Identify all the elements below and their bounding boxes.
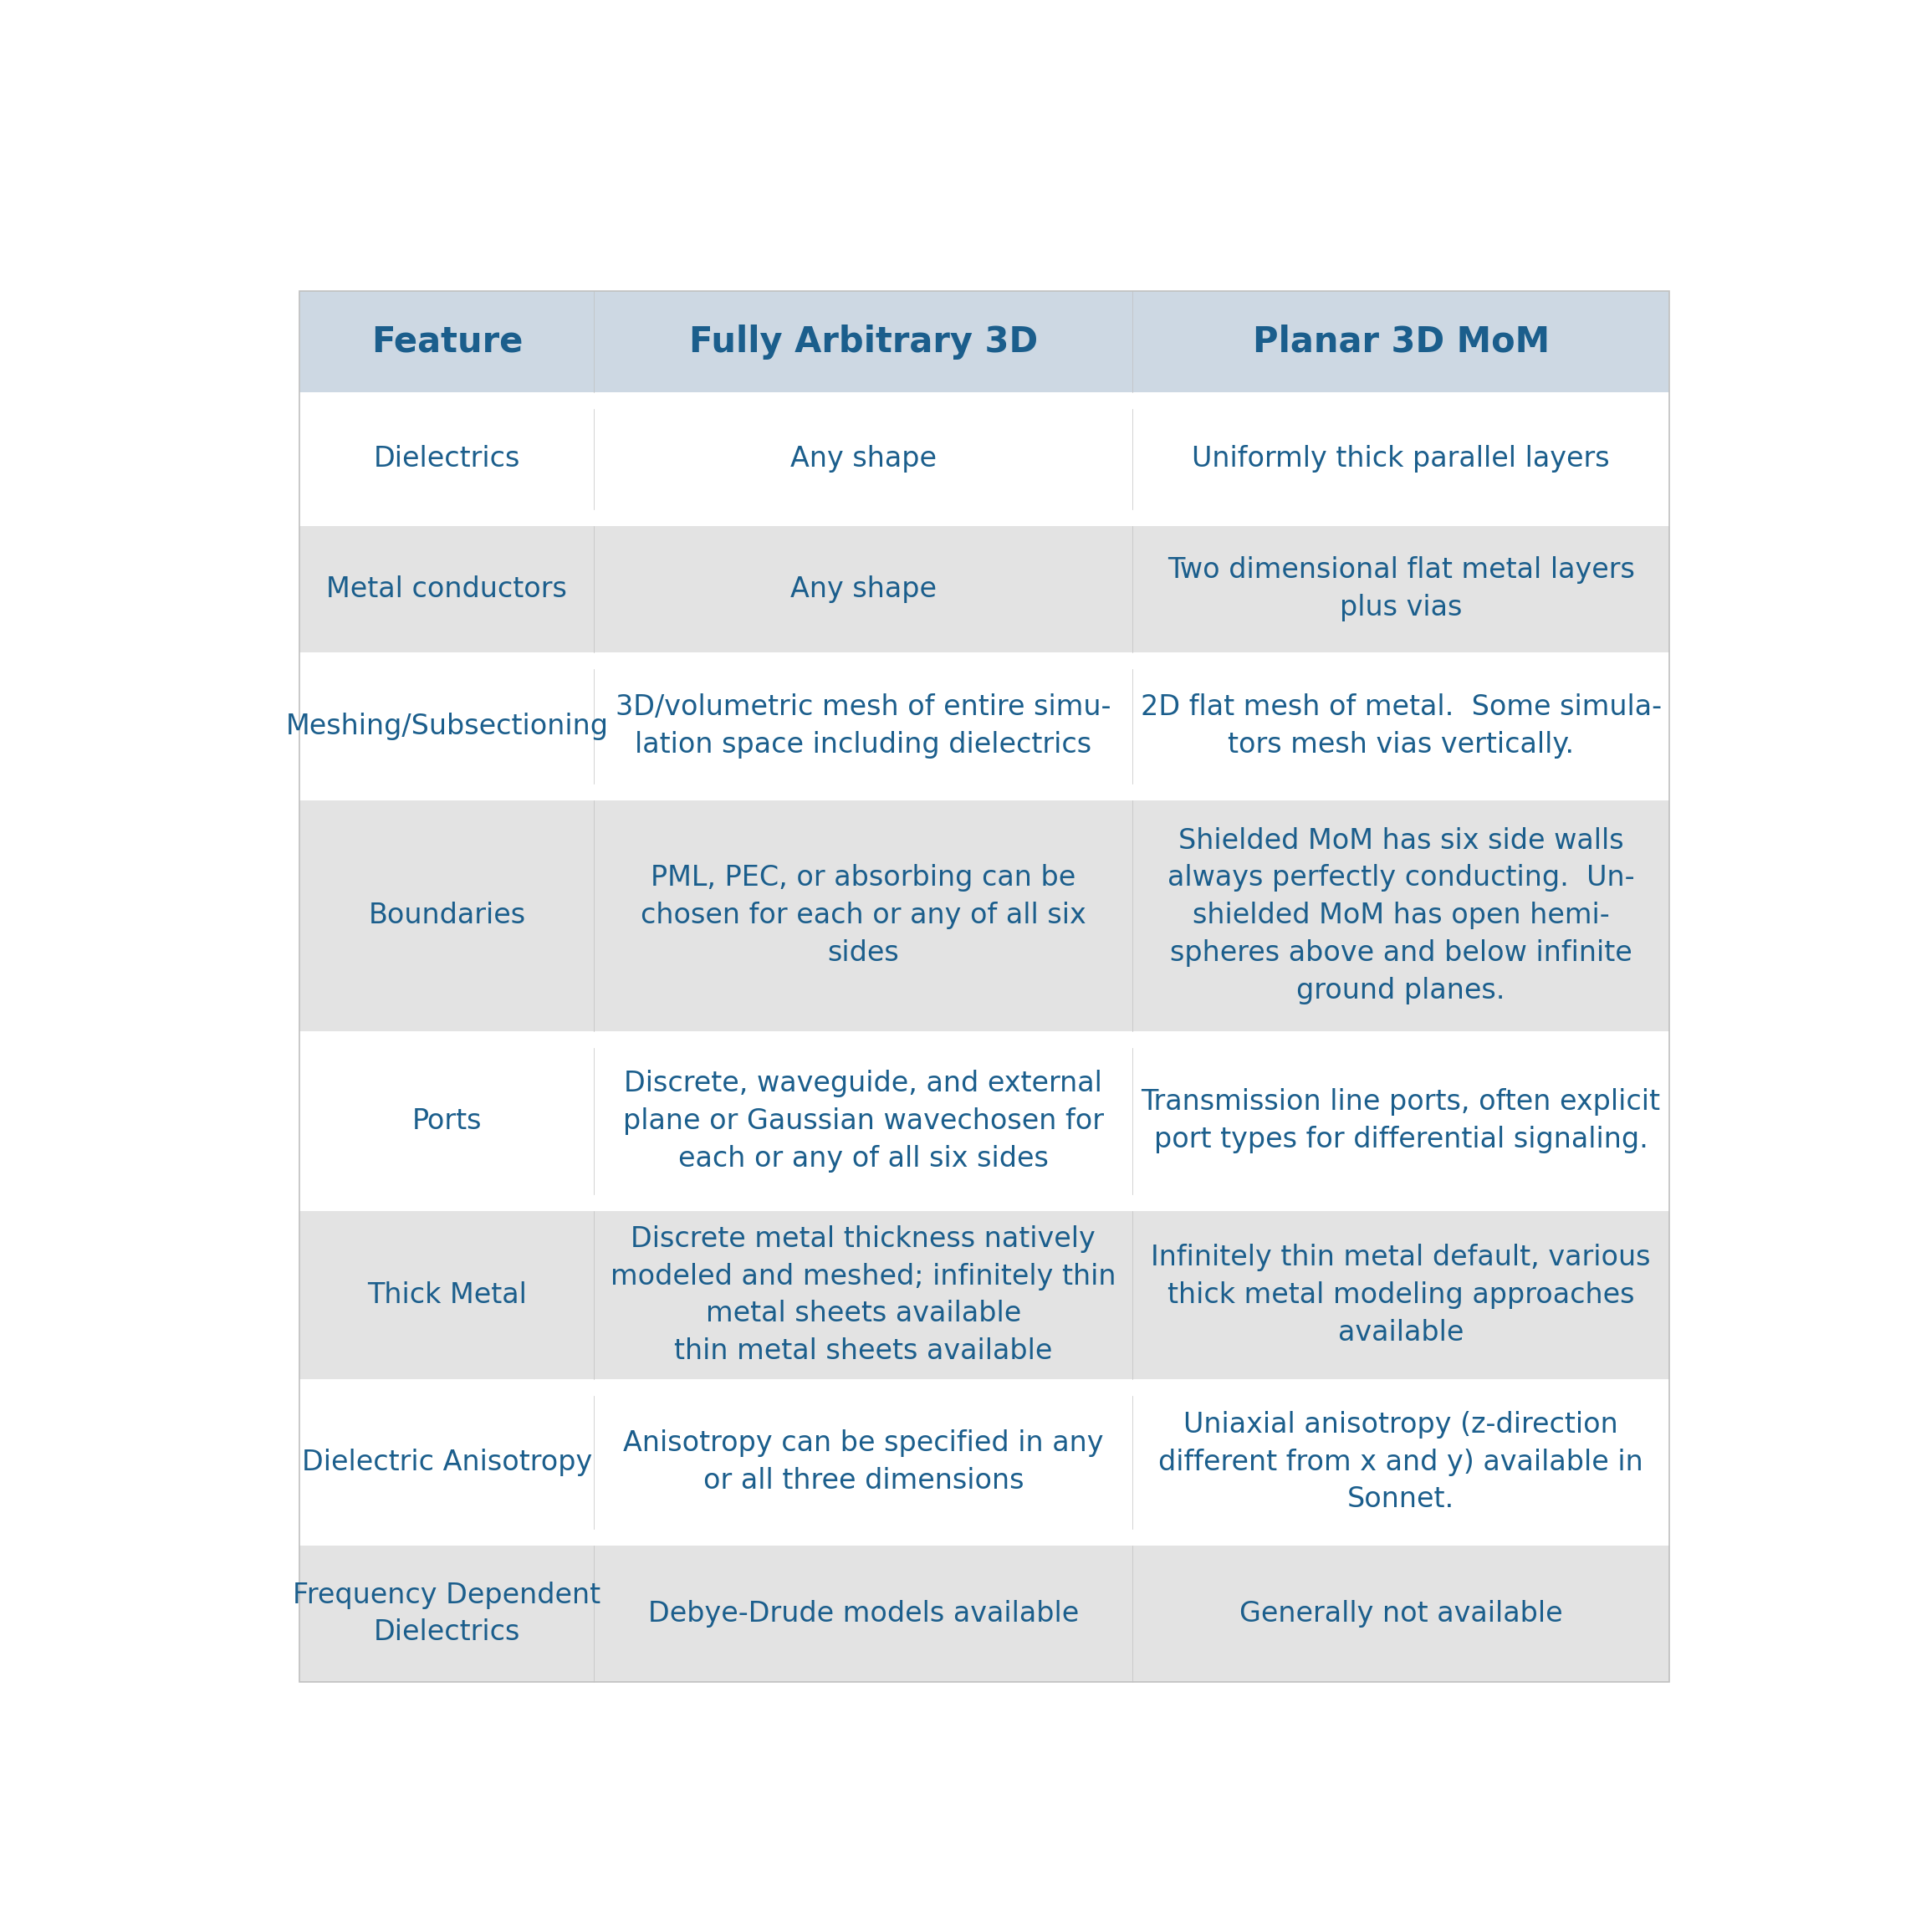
Bar <box>300 526 594 651</box>
Text: Dielectric Anisotropy: Dielectric Anisotropy <box>302 1449 592 1476</box>
Bar <box>594 1395 1133 1528</box>
Text: Fully Arbitrary 3D: Fully Arbitrary 3D <box>690 325 1037 359</box>
Bar <box>1133 292 1669 392</box>
Text: Feature: Feature <box>371 325 523 359</box>
Bar <box>300 410 594 510</box>
Bar <box>1133 800 1669 1032</box>
Text: Planar 3D MoM: Planar 3D MoM <box>1252 325 1550 359</box>
Bar <box>594 292 1133 392</box>
Bar <box>300 1211 594 1379</box>
Bar <box>1133 1211 1669 1379</box>
Text: Shielded MoM has six side walls
always perfectly conducting.  Un-
shielded MoM h: Shielded MoM has six side walls always p… <box>1168 827 1635 1005</box>
Bar <box>594 800 1133 1032</box>
Text: PML, PEC, or absorbing can be
chosen for each or any of all six
sides: PML, PEC, or absorbing can be chosen for… <box>640 864 1085 966</box>
Bar <box>300 668 594 782</box>
Text: Any shape: Any shape <box>790 576 936 603</box>
Text: Generally not available: Generally not available <box>1239 1600 1562 1627</box>
Text: Discrete metal thickness natively
modeled and meshed; infinitely thin
metal shee: Discrete metal thickness natively modele… <box>611 1225 1116 1364</box>
Bar <box>594 526 1133 651</box>
Bar <box>594 410 1133 510</box>
Bar <box>300 1395 594 1528</box>
Bar <box>1133 1546 1669 1683</box>
Text: Meshing/Subsectioning: Meshing/Subsectioning <box>286 713 609 740</box>
Bar <box>594 1211 1133 1379</box>
Text: Uniaxial anisotropy (z-direction
different from x and y) available in
Sonnet.: Uniaxial anisotropy (z-direction differe… <box>1158 1410 1642 1513</box>
Bar <box>1133 1395 1669 1528</box>
Text: Infinitely thin metal default, various
thick metal modeling approaches
available: Infinitely thin metal default, various t… <box>1151 1244 1650 1347</box>
Bar <box>1133 410 1669 510</box>
Bar <box>594 1546 1133 1683</box>
Bar <box>594 668 1133 782</box>
Bar <box>300 1546 594 1683</box>
Text: Transmission line ports, often explicit
port types for differential signaling.: Transmission line ports, often explicit … <box>1141 1088 1660 1153</box>
Text: Metal conductors: Metal conductors <box>327 576 567 603</box>
Text: Discrete, waveguide, and external
plane or Gaussian wavechosen for
each or any o: Discrete, waveguide, and external plane … <box>622 1070 1105 1173</box>
Bar <box>1133 1047 1669 1194</box>
Bar <box>300 800 594 1032</box>
Bar <box>1133 668 1669 782</box>
Text: Thick Metal: Thick Metal <box>367 1281 526 1308</box>
Bar <box>594 1047 1133 1194</box>
Text: Dielectrics: Dielectrics <box>373 444 521 473</box>
Bar <box>300 292 594 392</box>
Text: Boundaries: Boundaries <box>369 902 526 929</box>
Bar <box>300 1047 594 1194</box>
Text: Debye-Drude models available: Debye-Drude models available <box>647 1600 1080 1627</box>
Bar <box>1133 526 1669 651</box>
Text: Two dimensional flat metal layers
plus vias: Two dimensional flat metal layers plus v… <box>1168 556 1635 622</box>
Text: Anisotropy can be specified in any
or all three dimensions: Anisotropy can be specified in any or al… <box>622 1430 1103 1495</box>
Text: 2D flat mesh of metal.  Some simula-
tors mesh vias vertically.: 2D flat mesh of metal. Some simula- tors… <box>1141 694 1662 759</box>
Text: Any shape: Any shape <box>790 444 936 473</box>
Text: Uniformly thick parallel layers: Uniformly thick parallel layers <box>1191 444 1610 473</box>
Text: Ports: Ports <box>411 1107 482 1134</box>
Text: Frequency Dependent
Dielectrics: Frequency Dependent Dielectrics <box>294 1580 601 1646</box>
Text: 3D/volumetric mesh of entire simu-
lation space including dielectrics: 3D/volumetric mesh of entire simu- latio… <box>615 694 1110 759</box>
